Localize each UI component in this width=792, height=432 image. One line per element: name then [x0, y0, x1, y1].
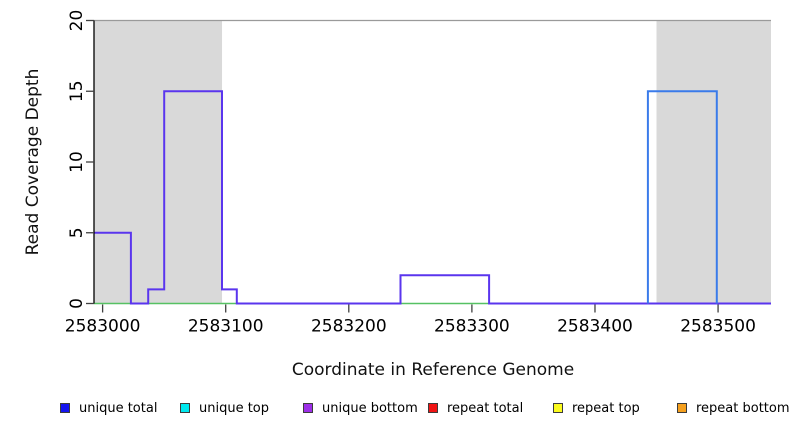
- legend-swatch-icon: [60, 403, 70, 413]
- legend-swatch-icon: [303, 403, 313, 413]
- series-unique-total: [646, 90, 718, 304]
- legend: unique total unique top unique bottom repea…: [0, 398, 792, 422]
- legend-item-unique-top: unique top: [180, 398, 269, 418]
- x-tick-label: 2583500: [680, 317, 756, 337]
- y-tick-label: 5: [67, 227, 87, 238]
- legend-label: unique bottom: [322, 400, 418, 416]
- y-tick-label: 0: [67, 298, 87, 309]
- repeat-region-shading: [656, 20, 771, 304]
- legend-item-unique-total: unique total: [60, 398, 157, 418]
- legend-swatch-icon: [553, 403, 563, 413]
- series-unique-bottom: [94, 90, 771, 305]
- legend-item-repeat-total: repeat total: [428, 398, 523, 418]
- x-axis-title: Coordinate in Reference Genome: [291, 360, 575, 380]
- legend-item-repeat-top: repeat top: [553, 398, 640, 418]
- x-tick-label: 2583000: [65, 317, 141, 337]
- y-tick-label: 15: [67, 80, 87, 102]
- y-tick-label: 10: [67, 151, 87, 173]
- repeat-region-shading: [94, 20, 223, 304]
- legend-label: unique total: [79, 400, 158, 416]
- legend-swatch-icon: [677, 403, 687, 413]
- y-tick-label: 20: [67, 10, 87, 32]
- x-tick-label: 2583400: [557, 317, 633, 337]
- legend-label: repeat top: [572, 400, 640, 416]
- x-tick-label: 2583200: [311, 317, 387, 337]
- x-tick-label: 2583100: [188, 317, 264, 337]
- legend-item-repeat-bottom: repeat bottom: [677, 398, 790, 418]
- legend-label: repeat bottom: [696, 400, 790, 416]
- x-tick-label: 2583300: [434, 317, 510, 337]
- legend-label: unique top: [199, 400, 270, 416]
- y-axis-title: Read Coverage Depth: [23, 68, 43, 256]
- legend-swatch-icon: [428, 403, 438, 413]
- legend-swatch-icon: [180, 403, 190, 413]
- legend-item-unique-bottom: unique bottom: [303, 398, 418, 418]
- legend-label: repeat total: [447, 400, 524, 416]
